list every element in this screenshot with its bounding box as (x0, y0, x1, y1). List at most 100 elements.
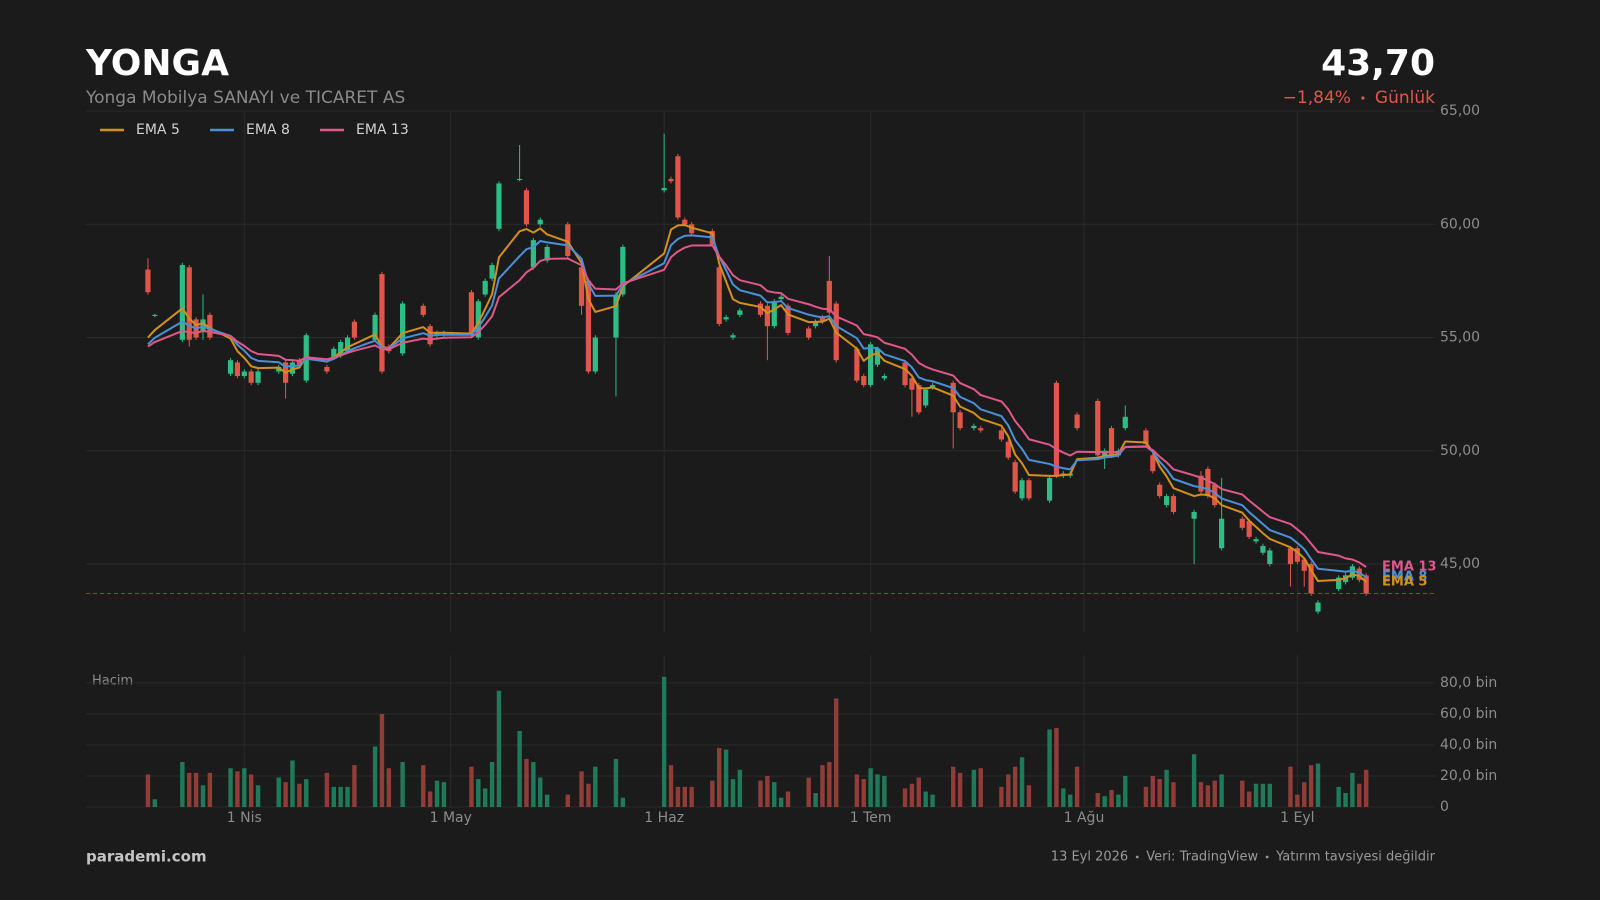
volume-bar (1123, 775, 1128, 807)
volume-bar (675, 786, 681, 807)
volume-bar (304, 779, 309, 807)
candle-body (1246, 521, 1252, 537)
candle-body (1356, 568, 1362, 580)
volume-bar (283, 782, 288, 807)
ema-end-label: EMA 13 (1382, 559, 1437, 574)
volume-bar (661, 676, 667, 807)
candle-body (902, 362, 908, 386)
separator (1135, 855, 1139, 859)
volume-bar (228, 768, 233, 807)
candle-body (496, 183, 502, 229)
volume-bar (193, 772, 199, 807)
volume-bar (586, 783, 591, 807)
y-tick-label: 55,00 (1440, 330, 1480, 346)
separator (1361, 96, 1365, 100)
volume-tick-label: 40,0 bin (1440, 737, 1497, 753)
candle-body (276, 366, 282, 372)
candle-body (1143, 430, 1149, 444)
candle-body (1363, 575, 1369, 594)
candle-body (331, 348, 337, 358)
volume-bar (971, 769, 977, 807)
legend-label: EMA 13 (356, 122, 409, 138)
ema-end-label: EMA 8 (1382, 570, 1427, 585)
volume-bar (978, 768, 983, 807)
candle-body (764, 305, 770, 327)
volume-bar (324, 772, 330, 807)
x-tick-label: 1 Eyl (1280, 810, 1314, 826)
volume-bar (827, 762, 832, 807)
volume-bar (882, 775, 887, 807)
candle-body (1163, 496, 1170, 506)
x-tick-label: 1 Tem (850, 810, 892, 826)
volume-bar (145, 774, 151, 807)
volume-bar (427, 791, 433, 807)
volume-tick-label: 80,0 bin (1440, 675, 1497, 691)
volume-bar (1026, 785, 1032, 807)
candle-body (179, 265, 185, 340)
volume-bar (1074, 766, 1080, 807)
volume-bar (372, 746, 378, 807)
candle-body (1191, 511, 1197, 519)
candle-body (530, 240, 536, 268)
volume-bar (765, 775, 770, 807)
volume-bar (544, 794, 550, 807)
volume-bar (1164, 769, 1169, 807)
volume-bar (902, 788, 908, 807)
volume-bar (785, 791, 791, 807)
candle-body (152, 314, 158, 317)
volume-bar (957, 772, 963, 807)
volume-bar (820, 765, 825, 807)
volume-bar (1109, 789, 1114, 807)
candle-body (1074, 414, 1080, 429)
candle-body (517, 178, 523, 181)
candle-body (978, 428, 984, 431)
volume-bar (524, 758, 529, 807)
candle-body (1019, 480, 1025, 499)
volume-bar (1019, 757, 1025, 807)
candle-body (585, 280, 592, 372)
candle-body (1294, 548, 1300, 562)
candle-body (723, 317, 729, 320)
candle-body (420, 305, 426, 315)
volume-bar (999, 786, 1004, 807)
volume-bar (496, 690, 502, 807)
candle-body (1219, 518, 1225, 549)
candle-body (565, 224, 571, 256)
candle-body (592, 337, 598, 372)
volume-bar (909, 783, 915, 807)
y-tick-label: 65,00 (1440, 103, 1480, 119)
x-tick-label: 1 Ağu (1064, 810, 1105, 826)
volume-bar (1357, 783, 1362, 807)
volume-bar (1047, 729, 1052, 807)
candle-body (1102, 450, 1108, 456)
volume-bar (758, 780, 763, 807)
volume-bar (1061, 788, 1066, 807)
candle-body (1170, 496, 1177, 512)
candle-body (248, 371, 254, 383)
disclaimer: Yatırım tavsiyesi değildir (1275, 850, 1436, 865)
volume-bar (717, 748, 722, 807)
x-tick-label: 1 May (430, 810, 472, 826)
candle-body (1053, 382, 1060, 476)
candle-body (1239, 518, 1245, 528)
volume-bar (613, 758, 619, 807)
volume-bar (1157, 779, 1162, 807)
volume-bar (469, 766, 474, 807)
volume-bar (1363, 769, 1369, 807)
volume-bar (379, 713, 385, 807)
candle-body (482, 280, 488, 295)
volume-tick-label: 0 (1440, 799, 1449, 815)
candle-body (929, 385, 936, 388)
candle-body (578, 267, 585, 306)
period: Günlük (1375, 88, 1435, 108)
last-price: 43,70 (1321, 43, 1435, 84)
volume-bar (276, 777, 281, 807)
volume-bar (1302, 782, 1307, 807)
volume-bar (1095, 793, 1100, 807)
volume-bar (338, 786, 343, 807)
volume-bar (951, 766, 956, 807)
y-tick-label: 50,00 (1440, 443, 1480, 459)
volume-bar (248, 774, 254, 807)
candle-body (785, 305, 791, 333)
ema-line (147, 234, 1367, 579)
